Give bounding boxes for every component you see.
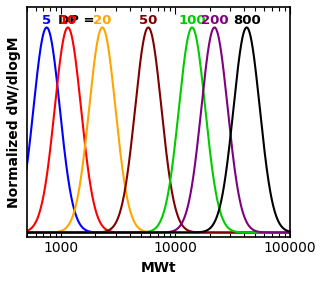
Text: 100: 100 [178, 14, 206, 27]
X-axis label: MWt: MWt [140, 261, 176, 275]
Text: 50: 50 [139, 14, 158, 27]
Text: 20: 20 [93, 14, 111, 27]
Text: DP =: DP = [58, 14, 99, 27]
Text: 10: 10 [59, 14, 77, 27]
Y-axis label: Normalized dW/dlogM: Normalized dW/dlogM [7, 36, 21, 208]
Text: 800: 800 [233, 14, 261, 27]
Text: 200: 200 [201, 14, 228, 27]
Text: 5: 5 [42, 14, 51, 27]
